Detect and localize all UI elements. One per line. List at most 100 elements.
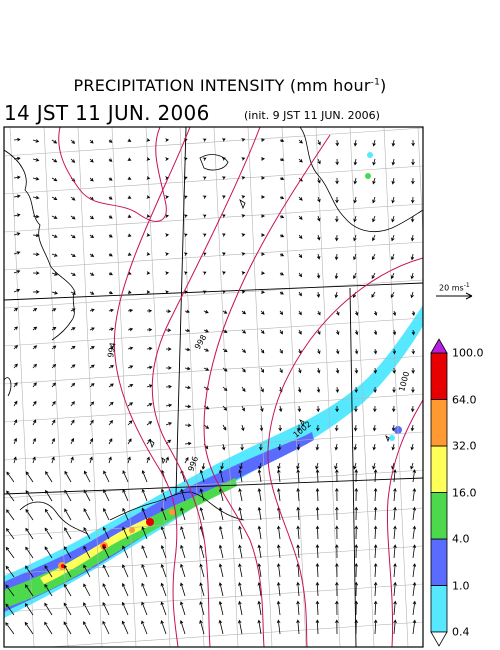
wind-arrow [257, 544, 262, 559]
precip-cell [129, 527, 135, 533]
wind-arrow [89, 364, 95, 369]
map-frame [3, 126, 424, 648]
wind-arrow [146, 384, 153, 388]
wind-arrow [317, 348, 321, 355]
wind-arrow [222, 138, 226, 142]
wind-arrow [218, 582, 224, 597]
wind-arrow [353, 424, 358, 432]
wind-arrow [108, 365, 115, 369]
wind-arrow [334, 253, 339, 261]
wind-arrow [13, 232, 21, 236]
wind-arrow [353, 253, 357, 261]
wind-arrow [354, 329, 359, 336]
wind-arrow [279, 157, 285, 162]
wind-arrow [127, 402, 134, 407]
wind-reference-arrowhead [465, 292, 473, 300]
wind-arrow [334, 443, 339, 451]
wind-arrow [89, 346, 95, 350]
wind-arrow [127, 327, 134, 332]
province-line [349, 287, 357, 647]
wind-arrow [70, 253, 76, 258]
wind-arrow [146, 271, 151, 275]
wind-arrow [70, 196, 76, 201]
wind-arrow [146, 328, 153, 332]
wind-arrow [165, 138, 170, 142]
wind-arrow [298, 139, 303, 144]
wind-arrow [165, 290, 169, 294]
wind-arrow [316, 386, 321, 393]
wind-arrow [51, 177, 58, 182]
wind-arrow [260, 233, 266, 237]
wind-arrow [335, 525, 339, 540]
wind-arrow [241, 176, 246, 180]
wind-arrow [335, 562, 339, 578]
wind-arrow [202, 138, 207, 142]
wind-arrow [260, 329, 265, 335]
wind-arrow [257, 563, 262, 578]
wind-arrow [180, 507, 186, 521]
wind-arrow [108, 253, 113, 257]
wind-arrow [335, 469, 339, 483]
wind-arrow [353, 234, 357, 242]
wind-arrow [32, 456, 36, 464]
wind-arrow [298, 329, 302, 335]
wind-arrow [51, 456, 55, 464]
longitude-line [281, 127, 307, 647]
wind-arrow [373, 581, 378, 597]
wind-arrow [32, 195, 40, 200]
wind-arrow [411, 139, 415, 147]
wind-arrow [315, 619, 320, 635]
wind-arrow [279, 252, 285, 257]
wind-arrow [353, 158, 358, 166]
wind-arrow [108, 177, 113, 181]
wind-arrow [108, 196, 113, 200]
wind-arrow [411, 367, 415, 374]
valid-time-label: 14 JST 11 JUN. 2006 [4, 101, 210, 125]
wind-arrow [410, 405, 415, 413]
wind-arrow [127, 214, 132, 218]
wind-arrow [51, 400, 56, 407]
wind-arrow [353, 196, 357, 204]
wind-arrow [202, 271, 207, 275]
wind-arrow [410, 443, 414, 451]
wind-arrow [298, 291, 302, 297]
wind-arrow [64, 489, 72, 502]
wind-arrow [44, 583, 53, 597]
wind-arrow [32, 308, 38, 312]
wind-arrow [317, 139, 321, 146]
wind-arrow [241, 310, 247, 315]
wind-arrow [317, 310, 321, 316]
wind-arrow [180, 525, 186, 540]
wind-arrow [222, 367, 228, 372]
latitude-line [4, 355, 423, 385]
wind-arrow [32, 363, 37, 369]
wind-arrow [222, 310, 228, 314]
wind-arrow [184, 456, 189, 464]
wind-arrow [13, 156, 21, 161]
wind-arrow [64, 508, 72, 521]
wind-arrow [127, 233, 132, 237]
precip-band-yellow [40, 518, 150, 584]
province-line [4, 282, 423, 301]
latitude-line [4, 507, 423, 537]
wind-arrow [179, 601, 186, 616]
wind-arrow [32, 345, 38, 350]
wind-arrow [315, 525, 320, 540]
wind-arrow [222, 252, 226, 256]
wind-arrow [70, 158, 76, 163]
wind-arrow [146, 421, 153, 426]
wind-arrow [277, 443, 282, 451]
wind-arrow [315, 487, 320, 502]
wind-arrow [276, 525, 281, 540]
wind-arrow [393, 525, 397, 540]
wind-arrow [32, 400, 37, 407]
wind-arrow [25, 546, 34, 559]
colorbar-band [430, 585, 448, 633]
wind-arrow [298, 196, 303, 201]
wind-arrow [279, 233, 285, 238]
wind-arrow [32, 233, 40, 238]
wind-arrow [296, 581, 300, 597]
wind-arrow [25, 565, 34, 578]
wind-arrow [127, 346, 134, 350]
wind-arrow [372, 139, 376, 147]
